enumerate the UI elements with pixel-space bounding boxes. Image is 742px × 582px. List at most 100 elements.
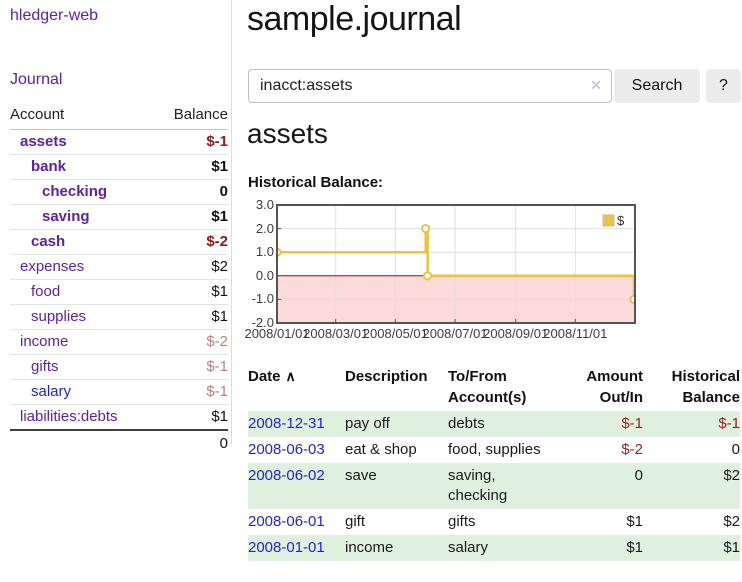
x-axis-label: 2008/01/01 [244, 326, 310, 341]
register-body: 2008-12-31 pay off debts $-1 $-1 2008-06-03 ea… [248, 411, 740, 561]
register-header-amount: Amount Out/In [586, 368, 643, 406]
sidebar-item-journal[interactable]: Journal [10, 71, 63, 88]
x-axis-label: 2008/03/01 [303, 326, 369, 341]
accounts-table: Account Balance assets $-1 bank $1 checking 0… [10, 103, 228, 456]
brand-link[interactable]: hledger-web [10, 7, 99, 24]
sidebar-account-link[interactable]: cash [31, 233, 66, 250]
register-header-balance: Historical Balance [671, 368, 740, 406]
x-axis-label: 2008/11/01 [543, 326, 608, 341]
y-axis-label: 3.0 [255, 197, 274, 212]
chart-legend: $ [602, 213, 624, 228]
search-input[interactable] [248, 69, 612, 103]
transaction-date-link[interactable]: 2008-06-01 [248, 513, 325, 530]
account-balance: $-1 [206, 133, 228, 150]
register-header-description: Description [345, 368, 428, 385]
register-row: 2008-01-01 income salary $1 $1 [248, 535, 740, 561]
account-balance: $1 [211, 408, 228, 425]
register-cell-accounts: food, supplies [448, 441, 541, 458]
accounts-table-header: Account Balance [10, 103, 228, 130]
register-row: 2008-06-03 eat & shop food, supplies $-2 0 [248, 437, 740, 463]
account-balance: $1 [211, 308, 228, 325]
account-balance: $-2 [206, 233, 228, 250]
y-axis-label: 2.0 [255, 220, 274, 236]
accounts-header-account: Account [10, 106, 65, 123]
chart-title: Historical Balance: [248, 174, 384, 191]
y-axis-label: 0.0 [255, 267, 274, 283]
search-box: ✕ [248, 69, 612, 103]
register-cell-amount: $-2 [621, 441, 643, 458]
x-axis-label: 2008/07/01 [422, 326, 488, 341]
y-axis-label: -2.0 [251, 315, 274, 330]
register-cell-amount: $1 [626, 539, 643, 556]
register-cell-date: 2008-12-31 [248, 411, 345, 437]
sidebar-account-link[interactable]: expenses [20, 258, 85, 275]
register-row: 2008-12-31 pay off debts $-1 $-1 [248, 411, 740, 437]
page-title: sample.journal [247, 0, 462, 38]
transaction-date-link[interactable]: 2008-12-31 [248, 415, 325, 432]
register-cell-accounts: salary [448, 539, 489, 556]
search-button[interactable]: Search [614, 69, 700, 103]
sidebar-account-link[interactable]: income [20, 333, 69, 350]
register-table: Date ∧ Description To/From Account(s) Am… [248, 363, 740, 561]
legend-swatch-icon [602, 214, 615, 227]
account-balance: $-1 [206, 358, 228, 375]
sidebar: hledger-web Journal Account Balance asse… [0, 0, 232, 452]
account-row: salary $-1 [10, 380, 228, 405]
transaction-date-link[interactable]: 2008-01-01 [248, 539, 325, 556]
account-row: income $-2 [10, 330, 228, 355]
help-button[interactable]: ? [706, 69, 741, 103]
x-axis-label: 2008/09/01 [483, 326, 549, 341]
x-axis-label: 2008/05/01 [362, 326, 428, 341]
register-cell-date: 2008-01-01 [248, 535, 345, 561]
sidebar-account-link[interactable]: assets [20, 133, 67, 150]
register-cell-description: income [345, 539, 394, 556]
account-balance: $-2 [206, 333, 228, 350]
sidebar-account-link[interactable]: gifts [31, 358, 59, 375]
sidebar-account-link[interactable]: checking [42, 183, 108, 200]
register-cell-description: gift [345, 513, 366, 530]
sidebar-account-link[interactable]: food [31, 283, 61, 300]
register-cell-balance: $2 [723, 467, 740, 484]
transaction-date-link[interactable]: 2008-06-02 [248, 467, 325, 484]
y-axis-label: -1.0 [251, 291, 274, 307]
register-cell-accounts: debts [448, 415, 485, 432]
accounts-total-value: 0 [219, 435, 228, 452]
account-row: supplies $1 [10, 305, 228, 330]
accounts-list: assets $-1 bank $1 checking 0 saving $1 cash $-2 e… [10, 130, 228, 429]
register-header-date[interactable]: Date ∧ [248, 368, 296, 385]
sidebar-account-link[interactable]: salary [31, 383, 72, 400]
register-cell-description: eat & shop [345, 441, 417, 458]
clear-search-icon[interactable]: ✕ [590, 77, 602, 93]
register-cell-balance: $-1 [718, 415, 740, 432]
accounts-header-balance: Balance [173, 106, 228, 123]
y-axis-label: 1.0 [255, 244, 274, 260]
account-row: cash $-2 [10, 230, 228, 255]
account-row: bank $1 [10, 155, 228, 180]
account-row: saving $1 [10, 205, 228, 230]
account-balance: $2 [211, 258, 228, 275]
legend-label: $ [617, 213, 625, 228]
register-cell-date: 2008-06-02 [248, 463, 345, 509]
transaction-date-link[interactable]: 2008-06-03 [248, 441, 325, 458]
register-cell-description: pay off [345, 415, 390, 432]
balance-chart: 3.0 2.0 1.0 0.0 -1.0 -2.0 $ 2008/01/01 2008/03… [244, 197, 742, 346]
chart-plot-area[interactable] [272, 204, 639, 324]
account-balance: $1 [211, 208, 228, 225]
register-cell-balance: $2 [723, 513, 740, 530]
register-cell-accounts: gifts [448, 513, 476, 530]
account-balance: 0 [219, 183, 228, 200]
register-cell-amount: 0 [634, 467, 643, 484]
sidebar-account-link[interactable]: supplies [31, 308, 87, 325]
register-row: 2008-06-02 save saving, checking 0 $2 [248, 463, 740, 509]
sidebar-account-link[interactable]: liabilities:debts [20, 408, 118, 425]
register-cell-date: 2008-06-03 [248, 437, 345, 463]
register-header-accounts: To/From Account(s) [448, 368, 527, 406]
sidebar-account-link[interactable]: saving [42, 208, 90, 225]
account-balance: $1 [211, 158, 228, 175]
register-cell-balance: 0 [731, 441, 740, 458]
account-row: food $1 [10, 280, 228, 305]
sidebar-account-link[interactable]: bank [31, 158, 67, 175]
register-row: 2008-06-01 gift gifts $1 $2 [248, 509, 740, 535]
register-cell-balance: $1 [723, 539, 740, 556]
register-cell-date: 2008-06-01 [248, 509, 345, 535]
